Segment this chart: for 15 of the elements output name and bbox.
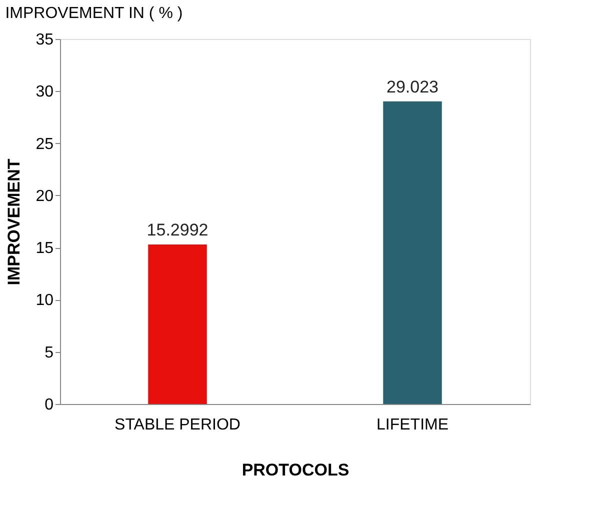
y-axis-title: IMPROVEMENT (4, 158, 24, 286)
y-tick-label: 35 (36, 32, 54, 48)
x-tick-label: STABLE PERIOD (114, 416, 240, 434)
x-axis-title: PROTOCOLS (242, 460, 350, 480)
y-tick-label: 10 (36, 292, 54, 310)
data-label: 29.023 (386, 77, 438, 96)
chart-title: IMPROVEMENT IN ( % ) (5, 5, 183, 22)
y-tick-label: 25 (36, 136, 54, 153)
y-tick-label: 0 (44, 396, 54, 414)
y-tick-label: 15 (36, 240, 54, 258)
data-label: 15.2992 (146, 220, 208, 240)
y-tick-label: 30 (36, 84, 54, 101)
y-tick-label: 5 (44, 344, 54, 362)
y-tick-label: 20 (36, 188, 54, 205)
x-tick-label: LIFETIME (376, 416, 449, 434)
